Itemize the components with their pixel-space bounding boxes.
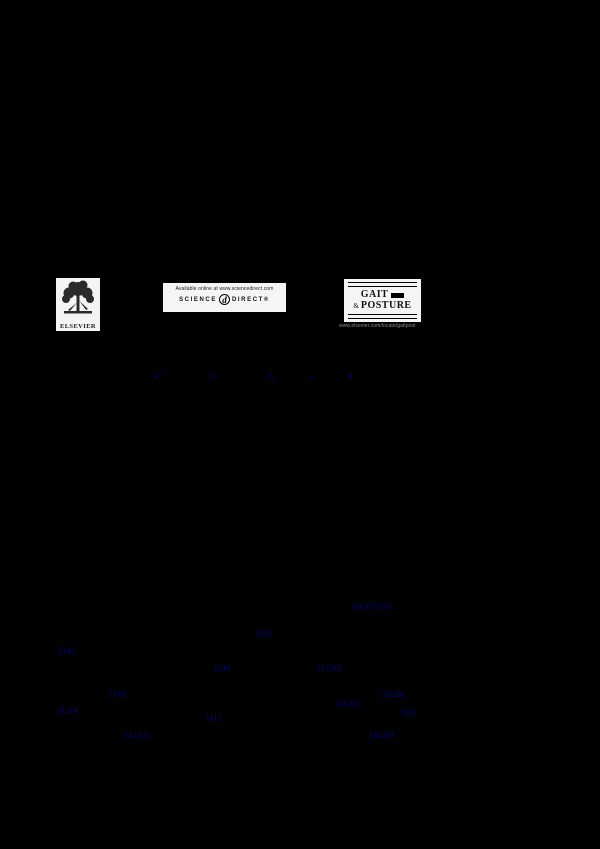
- citation-link[interactable]: [9,10]: [58, 706, 78, 715]
- citation-link[interactable]: [3,4]: [59, 646, 75, 655]
- affiliation-link[interactable]: c: [311, 375, 314, 381]
- citation-link[interactable]: [21,22]: [336, 699, 360, 708]
- masthead-square-icon: [391, 292, 405, 298]
- citation-link[interactable]: [24,25]: [370, 731, 394, 740]
- journal-title-ampersand: &: [353, 302, 359, 310]
- journal-url: www.elsevier.com/locate/gaitpost: [339, 323, 416, 329]
- sciencedirect-wordmark: SCIENCE d DIRECT®: [179, 294, 270, 305]
- elsevier-logo: ELSEVIER: [56, 278, 100, 331]
- citation-link[interactable]: [19,20]: [381, 690, 405, 699]
- citation-link[interactable]: [5,6]: [215, 664, 231, 673]
- citation-link[interactable]: [1,2]: [256, 629, 272, 638]
- affiliation-link[interactable]: a,*: [154, 374, 162, 380]
- journal-title-word1: GAIT: [360, 289, 389, 300]
- journal-title-word2: POSTURE: [360, 300, 412, 311]
- citation-link[interactable]: [17,18]: [318, 664, 342, 673]
- sciencedirect-tagline: Available online at www.sciencedirect.co…: [175, 286, 274, 292]
- sciencedirect-d-icon: d: [218, 294, 230, 305]
- journal-masthead: GAIT & POSTURE: [344, 279, 421, 322]
- elsevier-wordmark: ELSEVIER: [59, 323, 97, 330]
- citation-link[interactable]: [23]: [402, 708, 416, 717]
- affiliation-link[interactable]: b: [349, 374, 353, 380]
- sciencedirect-word-science: SCIENCE: [179, 296, 217, 303]
- citation-link[interactable]: [14,15]: [352, 602, 376, 611]
- citation-link[interactable]: [11]: [207, 714, 221, 723]
- journal-title: GAIT & POSTURE: [348, 287, 417, 314]
- masthead-top-rule: [348, 282, 417, 287]
- masthead-bottom-rule: [348, 314, 417, 319]
- elsevier-tree-icon: [62, 280, 94, 314]
- citation-link[interactable]: [16]: [378, 602, 392, 611]
- affiliation-link[interactable]: b: [270, 374, 274, 380]
- citation-link[interactable]: [12,13]: [126, 731, 150, 740]
- sciencedirect-banner: Available online at www.sciencedirect.co…: [163, 283, 286, 312]
- sciencedirect-word-direct: DIRECT®: [231, 296, 270, 303]
- citation-link[interactable]: [7,8]: [110, 690, 126, 699]
- affiliation-link[interactable]: b: [212, 374, 216, 380]
